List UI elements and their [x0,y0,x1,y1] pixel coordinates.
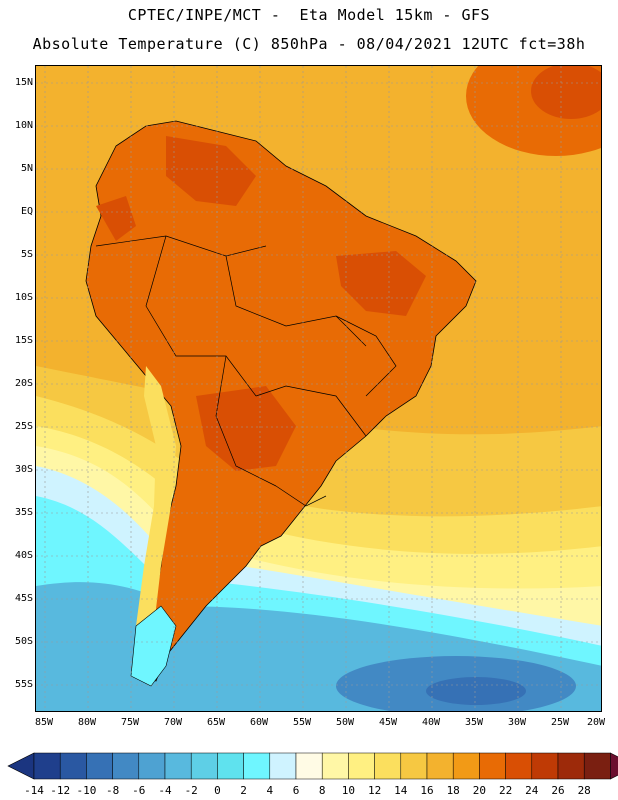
lon-label: 65W [206,717,226,728]
lon-label: 55W [292,717,312,728]
colorbar-label: 6 [292,784,300,797]
lat-label: EQ [20,206,33,217]
cold-core-inner [426,677,526,705]
lat-label: 40S [14,550,33,561]
colorbar-label: -2 [184,784,198,797]
lat-label: 15S [14,335,33,346]
colorbar-label: -8 [105,784,120,797]
colorbar-label: 2 [240,784,247,797]
lon-label: 75W [120,717,140,728]
colorbar-label: -10 [76,784,97,797]
colorbar-label: 24 [525,784,539,797]
colorbar-low-arrow [7,752,35,780]
colorbar-high-arrow [610,752,618,780]
colorbar-swatch [400,752,428,780]
lon-label: 70W [163,717,183,728]
colorbar-swatch [59,752,87,780]
lon-label: 85W [34,717,54,728]
lat-label: 45S [14,593,33,604]
colorbar-swatch [217,752,244,780]
colorbar-swatch [426,752,454,780]
colorbar-label: 12 [367,784,382,797]
lat-label: 15N [14,77,33,88]
map-svg [36,66,601,711]
lat-label: 25S [14,421,33,432]
colorbar-label: 26 [551,784,565,797]
lon-label: 30W [507,717,527,728]
colorbar-swatch [243,752,271,780]
colorbar-swatch [479,752,506,780]
colorbar-label: -4 [158,784,172,797]
colorbar-swatch [531,752,559,780]
colorbar-swatch [452,752,480,780]
colorbar-swatch [583,752,611,780]
lon-label: 25W [550,717,570,728]
colorbar [7,752,618,780]
colorbar-swatch [190,752,218,780]
lon-label: 20W [586,717,606,728]
title-line-1: CPTEC/INPE/MCT - Eta Model 15km - GFS [127,6,491,24]
lat-label: 10S [14,292,33,303]
colorbar-label: 8 [318,784,326,797]
colorbar-swatch [33,752,61,780]
hot-patch-ne-brazil [336,251,426,316]
colorbar-swatch [374,752,402,780]
colorbar-label: 10 [341,784,356,797]
lat-label: 35S [14,507,33,518]
lon-label: 40W [421,717,441,728]
lon-label: 50W [335,717,355,728]
colorbar-label: -12 [50,784,71,797]
colorbar-swatch [321,752,349,780]
hot-patch-venezuela [166,136,256,206]
colorbar-swatch [86,752,113,780]
colorbar-swatch [164,752,192,780]
lat-label: 55S [14,679,33,690]
colorbar-label: 28 [577,784,591,797]
colorbar-label: 20 [472,784,487,797]
lat-label: 30S [14,464,33,475]
temperature-map [35,65,602,712]
lat-label: 20S [14,378,33,389]
hot-patch-colombia [96,196,136,241]
colorbar-label: 4 [266,784,274,797]
colorbar-label: -14 [24,784,44,797]
colorbar-label: 22 [498,784,513,797]
colorbar-swatch [557,752,585,780]
colorbar-swatch [112,752,140,780]
lat-label: 50S [14,636,33,647]
colorbar-label: -6 [132,784,146,797]
andes-cool-strip [136,366,176,666]
lon-label: 45W [378,717,398,728]
colorbar-label: 0 [214,784,221,797]
lon-label: 35W [464,717,484,728]
colorbar-swatch [295,752,323,780]
hot-core-ne [531,66,601,119]
title-line-2: Absolute Temperature (C) 850hPa - 08/04/… [32,35,586,53]
hot-patch-chaco [196,386,296,471]
lon-label: 80W [77,717,97,728]
colorbar-label: 18 [446,784,460,797]
lat-label: 5S [20,249,33,260]
colorbar-swatch [138,752,166,780]
lon-label: 60W [249,717,269,728]
colorbar-label: 14 [394,784,408,797]
lat-label: 5N [20,163,33,174]
colorbar-label: 16 [420,784,434,797]
colorbar-swatch [505,752,533,780]
colorbar-swatch [269,752,297,780]
lat-label: 10N [14,120,33,131]
colorbar-swatch [348,752,375,780]
